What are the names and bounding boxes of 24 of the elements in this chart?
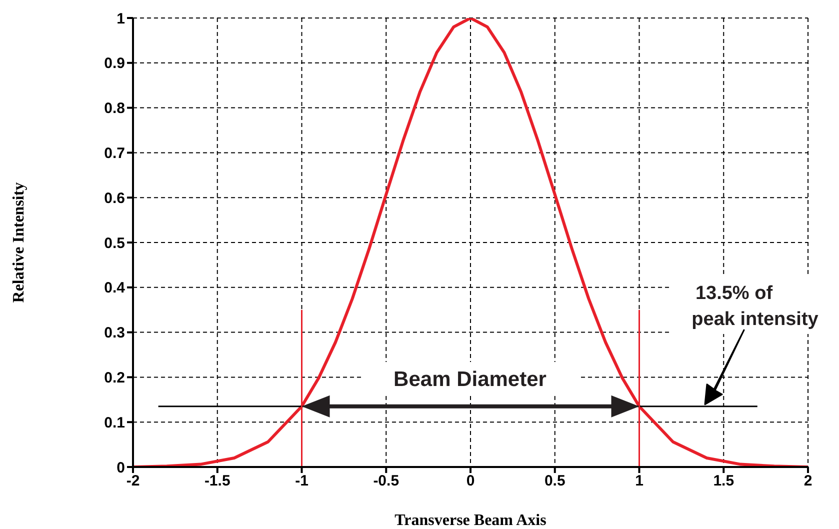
x-tick-label: -1.5 bbox=[204, 472, 230, 490]
y-tick-label: 0.8 bbox=[104, 100, 125, 118]
annotation: 13.5% of peak intensity bbox=[692, 283, 819, 330]
y-tick-label: 0.7 bbox=[104, 145, 125, 162]
x-tick-label: -2 bbox=[126, 472, 140, 490]
y-tick-label: 0.1 bbox=[104, 414, 125, 432]
y-tick-label: 0.3 bbox=[104, 324, 125, 342]
y-tick-label: 0.4 bbox=[104, 280, 126, 297]
y-axis-title: Relative Intensity bbox=[10, 182, 28, 303]
y-tick-label: 0.9 bbox=[104, 55, 125, 72]
x-tick-label: -1 bbox=[295, 472, 308, 490]
x-tick-label: 0 bbox=[466, 472, 475, 490]
x-tick-label: 2 bbox=[804, 472, 812, 490]
y-tick-label: 0.5 bbox=[104, 234, 125, 252]
x-axis-title: Transverse Beam Axis bbox=[394, 512, 546, 529]
x-tick-label: -0.5 bbox=[373, 472, 400, 490]
y-tick-label: 0 bbox=[116, 459, 125, 476]
x-tick-label: 1 bbox=[635, 472, 644, 490]
y-tick-label: 0.6 bbox=[104, 190, 125, 207]
x-tick-label: 1.5 bbox=[713, 472, 734, 490]
x-tick-label: 0.5 bbox=[544, 472, 566, 490]
y-tick-label: 1 bbox=[116, 10, 125, 28]
annotation: Beam Diameter bbox=[394, 368, 546, 391]
y-tick-label: 0.2 bbox=[104, 370, 125, 387]
